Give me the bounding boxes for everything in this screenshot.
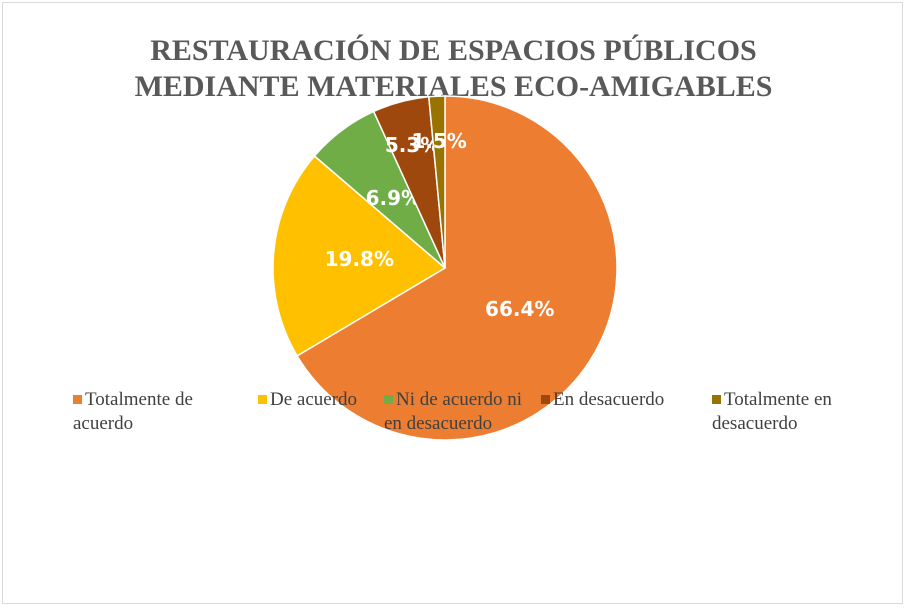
legend-swatch — [73, 395, 82, 404]
legend-item: Totalmente en desacuerdo — [712, 388, 877, 436]
legend-swatch — [384, 395, 393, 404]
legend-item: De acuerdo — [258, 388, 383, 412]
pie-slice — [296, 95, 618, 441]
legend-label: Totalmente en desacuerdo — [712, 389, 832, 434]
legend-swatch — [258, 395, 267, 404]
legend-label: De acuerdo — [270, 389, 358, 410]
legend-label: Totalmente de acuerdo — [73, 389, 193, 434]
data-label: 66.4% — [485, 297, 554, 321]
legend-swatch — [541, 395, 550, 404]
legend-item: En desacuerdo — [541, 388, 711, 412]
legend-item: Totalmente de acuerdo — [73, 388, 233, 436]
pie-slice — [427, 95, 446, 269]
legend-label: Ni de acuerdo ni en desacuerdo — [384, 389, 523, 434]
data-label: 19.8% — [325, 247, 394, 271]
data-label: 5.3% — [385, 133, 440, 157]
legend-item: Ni de acuerdo ni en desacuerdo — [384, 388, 534, 436]
legend-label: En desacuerdo — [553, 389, 665, 410]
data-label: 1.5% — [411, 129, 466, 153]
legend-swatch — [712, 395, 721, 404]
pie-slice — [272, 154, 447, 357]
